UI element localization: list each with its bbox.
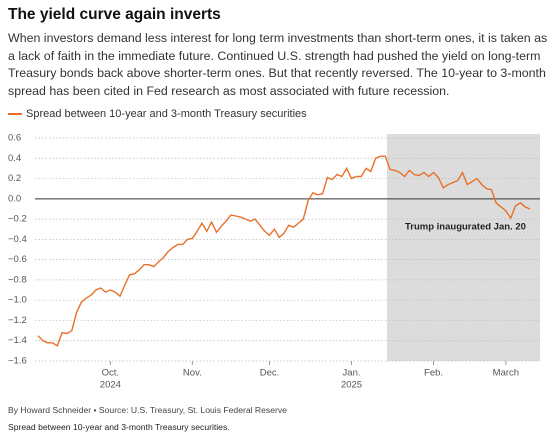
y-tick-label: −1.0: [8, 295, 27, 306]
y-tick-label: 0.4: [8, 153, 21, 164]
x-year-label: 2024: [100, 380, 121, 391]
y-tick-label: −0.2: [8, 214, 27, 225]
shaded-region: [387, 134, 540, 361]
x-tick-label: Jan.: [343, 368, 361, 379]
y-tick-label: −0.6: [8, 254, 27, 265]
chart-subtitle: When investors demand less interest for …: [8, 31, 548, 98]
legend-swatch: [8, 113, 22, 115]
annotation: Trump inaugurated Jan. 20: [405, 222, 526, 233]
y-tick-label: 0.0: [8, 193, 21, 204]
legend: Spread between 10-year and 3-month Treas…: [8, 108, 307, 120]
series-line: [37, 155, 531, 347]
y-tick-label: −1.6: [8, 356, 27, 367]
x-tick-label: March: [493, 368, 519, 379]
x-tick-label: Oct.: [102, 368, 119, 379]
source: By Howard Schneider • Source: U.S. Treas…: [8, 405, 287, 415]
note: Spread between 10-year and 3-month Treas…: [8, 422, 230, 432]
legend-label: Spread between 10-year and 3-month Treas…: [26, 108, 307, 120]
y-tick-label: −1.2: [8, 315, 27, 326]
x-tick-label: Feb.: [424, 368, 443, 379]
y-tick-label: 0.6: [8, 133, 21, 144]
y-tick-label: −1.4: [8, 335, 27, 346]
x-tick-label: Dec.: [260, 368, 280, 379]
y-tick-label: 0.2: [8, 173, 21, 184]
x-tick-label: Nov.: [183, 368, 202, 379]
y-tick-label: −0.8: [8, 274, 27, 285]
y-tick-label: −0.4: [8, 234, 27, 245]
x-year-label: 2025: [341, 380, 362, 391]
chart-title: The yield curve again inverts: [8, 6, 221, 23]
